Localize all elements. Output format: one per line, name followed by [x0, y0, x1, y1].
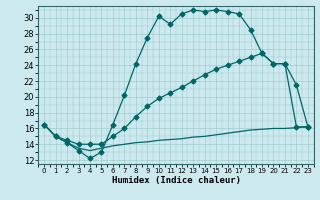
X-axis label: Humidex (Indice chaleur): Humidex (Indice chaleur): [111, 176, 241, 185]
